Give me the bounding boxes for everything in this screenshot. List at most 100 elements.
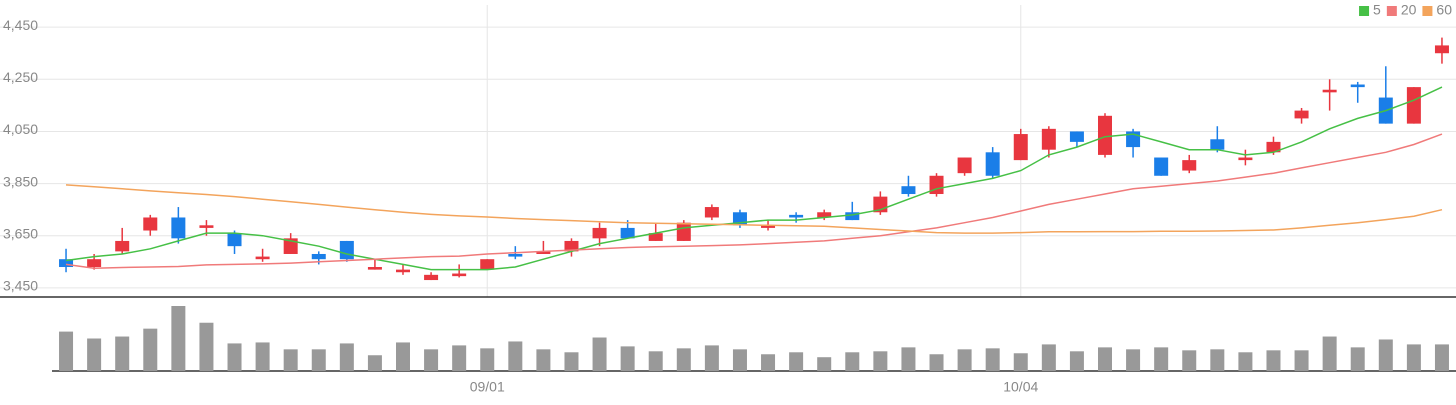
volume-bar (564, 352, 579, 371)
volume-bar (985, 348, 1000, 371)
legend-label: 20 (1401, 2, 1417, 18)
volume-bar (1238, 352, 1253, 371)
candle-body (1322, 89, 1337, 93)
volume-bar (452, 345, 467, 371)
y-tick-label: 4,250 (3, 69, 38, 85)
volume-bar (143, 328, 158, 371)
volume-bar (845, 352, 860, 371)
candle-body (452, 273, 467, 277)
candle-body (1154, 157, 1169, 176)
candle-body (789, 214, 804, 218)
volume-bar (367, 355, 382, 371)
volume-bar (901, 347, 916, 371)
volume-bar (761, 354, 776, 371)
volume-bar (1013, 353, 1028, 371)
volume-bar (1266, 350, 1281, 371)
volume-bar (536, 349, 551, 371)
volume-bar (676, 348, 691, 371)
ma-line (65, 86, 1443, 271)
volume-bar (957, 349, 972, 371)
candle-body (564, 240, 579, 252)
candle-body (311, 253, 326, 260)
candle-body (1266, 141, 1281, 153)
volume-bar (87, 338, 102, 371)
volume-bar (1154, 347, 1169, 371)
volume-bar (1294, 350, 1309, 371)
candle-body (1406, 87, 1421, 124)
legend-swatch (1386, 6, 1397, 16)
volume-bar (115, 336, 130, 371)
ma-line (65, 133, 1443, 270)
candle-body (199, 225, 214, 228)
volume-bar (789, 352, 804, 371)
candle-body (845, 212, 860, 221)
candle-body (396, 269, 410, 273)
candle-body (227, 233, 242, 247)
legend-swatch (1359, 6, 1370, 16)
candle-body (87, 259, 102, 268)
x-tick-label: 10/04 (1003, 379, 1038, 395)
candle-body (985, 152, 1000, 176)
candle-body (367, 267, 382, 270)
volume-bar (311, 349, 326, 371)
volume-bar (592, 337, 607, 371)
volume-bar (1434, 344, 1449, 371)
candle-body (704, 207, 719, 218)
candle-body (171, 217, 186, 239)
candle-body (115, 240, 130, 252)
candle-body (957, 157, 972, 174)
candle-body (339, 240, 354, 260)
candle-body (255, 256, 270, 260)
candle-body (1182, 160, 1197, 171)
candle-body (620, 227, 635, 239)
volume-bar (339, 343, 354, 371)
volume-bar (1126, 349, 1141, 371)
volume-bar (1406, 344, 1421, 371)
candle-body (676, 222, 691, 241)
volume-bar (1322, 336, 1337, 371)
volume-bar (1210, 349, 1225, 371)
candle-body (1210, 139, 1225, 150)
volume-bar (817, 357, 832, 371)
candle-body (508, 253, 523, 257)
legend-label: 60 (1436, 2, 1452, 18)
volume-bar (732, 349, 747, 371)
volume-bar (283, 349, 298, 371)
volume-bar (1378, 339, 1393, 371)
volume-bar (620, 346, 635, 371)
volume-bar (255, 342, 270, 371)
candle-body (1069, 131, 1084, 142)
candle-body (59, 259, 74, 268)
volume-bar (704, 345, 719, 371)
volume-bar (873, 351, 888, 371)
y-tick-label: 3,650 (3, 225, 38, 241)
volume-bar (227, 343, 242, 371)
volume-bar (508, 341, 523, 371)
volume-bar (1182, 350, 1197, 371)
x-tick-label: 09/01 (470, 379, 505, 395)
volume-bar (1350, 347, 1365, 371)
candle-body (1238, 157, 1253, 161)
volume-bar (929, 354, 944, 371)
candle-body (480, 259, 495, 270)
candle-body (648, 233, 663, 241)
candle-body (901, 186, 916, 195)
volume-bar (480, 348, 495, 371)
candle-body (1294, 110, 1309, 119)
candle-body (1350, 84, 1365, 88)
candle-body (536, 251, 551, 254)
candle-body (143, 217, 158, 231)
legend-swatch (1422, 6, 1433, 16)
volume-bar (396, 342, 410, 371)
y-tick-label: 4,450 (3, 17, 38, 33)
candle-body (424, 274, 439, 281)
candle-body (592, 227, 607, 239)
y-tick-label: 3,450 (3, 278, 38, 294)
candle-body (1434, 45, 1449, 54)
volume-bar (171, 306, 186, 371)
volume-bar (1098, 347, 1112, 371)
volume-bar (648, 351, 663, 371)
candle-body (1013, 134, 1028, 161)
